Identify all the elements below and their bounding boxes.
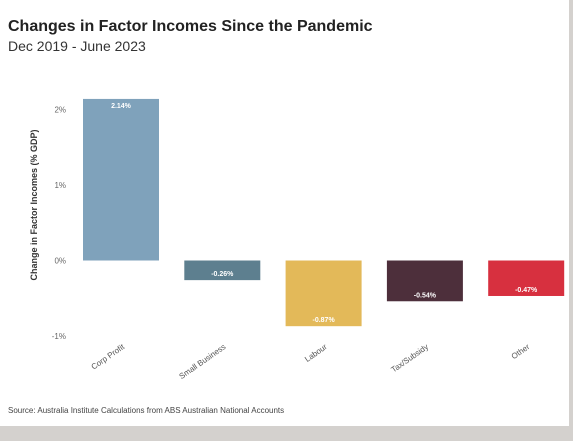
bar-value-label: 2.14%	[111, 103, 132, 110]
x-category-label: Labour	[303, 342, 329, 364]
y-axis-title-group: Change in Factor Incomes (% GDP)	[29, 129, 39, 280]
x-category-label: Small Business	[177, 342, 227, 381]
y-axis-ticks: 2% 1% 0% -1%	[52, 106, 66, 342]
chart-subtitle: Dec 2019 - June 2023	[8, 38, 146, 54]
bar-other	[488, 260, 565, 296]
data-labels: 2.14% -0.26% -0.87% -0.54% -0.47%	[111, 103, 538, 324]
x-category-label: Other	[510, 342, 532, 361]
bar-chart: Change in Factor Incomes (% GDP) 2% 1% 0% -…	[29, 98, 565, 381]
bars	[83, 98, 565, 327]
bar-labour	[285, 260, 362, 327]
y-axis-title: Change in Factor Incomes (% GDP)	[29, 129, 39, 280]
x-category-label: Corp Profit	[90, 342, 127, 372]
x-axis-labels: Corp Profit Small Business Labour Tax/Subsi…	[90, 342, 532, 381]
chart-card: Changes in Factor Incomes Since the Pand…	[0, 0, 569, 426]
bar-value-label: -0.26%	[211, 271, 234, 278]
y-tick-label: 2%	[54, 106, 66, 115]
y-tick-label: 0%	[54, 257, 66, 266]
source-note: Source: Australia Institute Calculations…	[8, 406, 285, 415]
y-tick-label: 1%	[54, 181, 66, 190]
chart-title: Changes in Factor Incomes Since the Pand…	[8, 18, 373, 35]
bar-value-label: -0.47%	[515, 287, 538, 294]
bar-tax-subsidy	[386, 260, 463, 302]
y-tick-label: -1%	[52, 332, 66, 341]
bar-small-business	[184, 260, 261, 281]
bar-corp-profit	[83, 98, 159, 261]
x-category-label: Tax/Subsidy	[390, 342, 431, 374]
bar-value-label: -0.54%	[414, 292, 437, 299]
bar-value-label: -0.87%	[313, 317, 336, 324]
